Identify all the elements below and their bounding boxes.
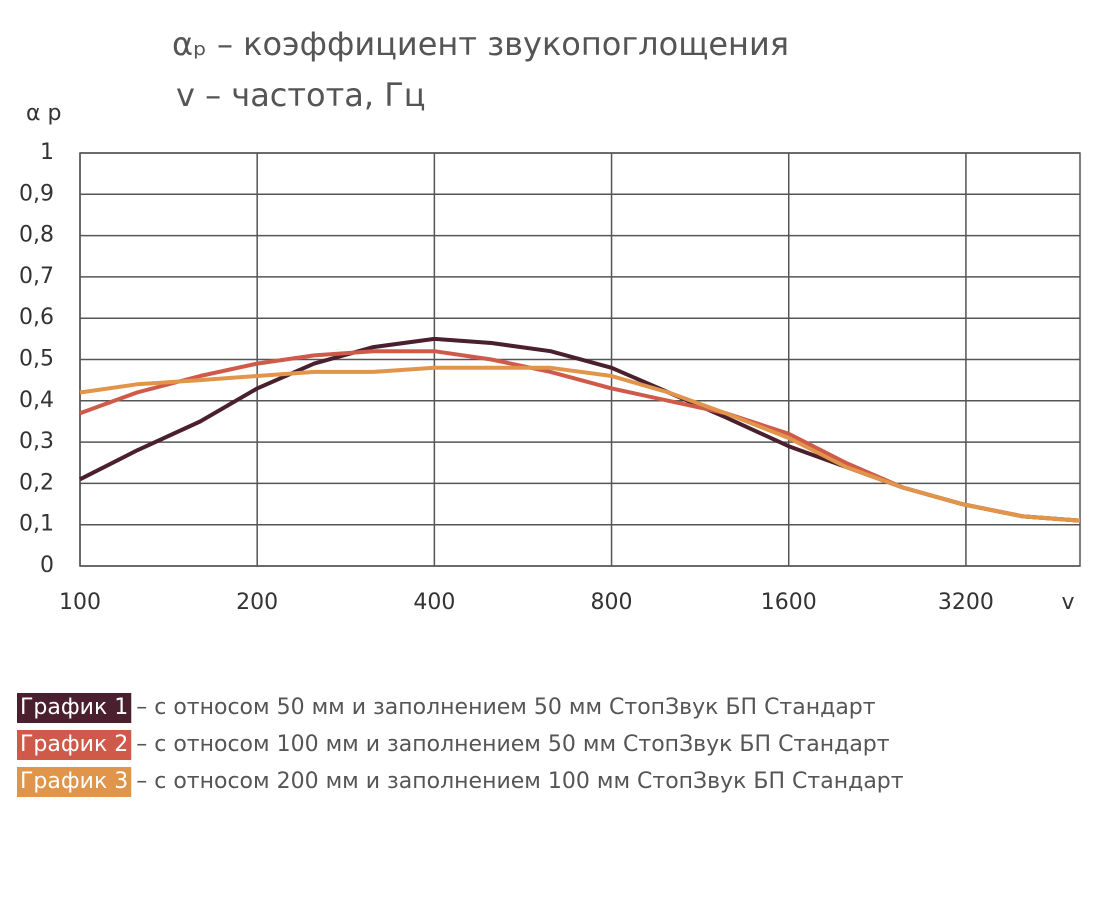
- legend-swatch: [17, 693, 132, 723]
- x-tick-label: 200: [236, 590, 278, 615]
- x-tick-label: 100: [59, 590, 101, 615]
- legend-description: – с относом 50 мм и заполнением 50 мм Ст…: [136, 695, 876, 720]
- legend-name: График 2: [20, 732, 128, 757]
- x-tick-label: 800: [591, 590, 633, 615]
- x-tick-label: 1600: [761, 590, 817, 615]
- line-series: [79, 365, 1081, 523]
- y-tick-label: 0,5: [19, 347, 54, 372]
- y-tick-label: 0,3: [19, 429, 54, 454]
- x-axis-label: v: [1061, 590, 1074, 615]
- y-tick-label: 0,6: [19, 305, 54, 330]
- title-line: αₚ – коэффициент звукопоглощения: [172, 25, 789, 63]
- legend-description: – с относом 200 мм и заполнением 100 мм …: [136, 769, 904, 794]
- y-axis-label: α p: [26, 101, 61, 126]
- y-tick-label: 0,8: [19, 223, 54, 248]
- y-tick-label: 0,2: [19, 470, 54, 495]
- y-tick-label: 0,7: [19, 264, 54, 289]
- legend-swatch: [17, 730, 132, 760]
- y-tick-label: 0,9: [19, 181, 54, 206]
- legend-description: – с относом 100 мм и заполнением 50 мм С…: [136, 732, 890, 757]
- legend-name: График 1: [20, 695, 128, 720]
- y-tick-label: 0: [40, 553, 54, 578]
- legend-name: График 3: [20, 769, 128, 794]
- y-tick-label: 1: [40, 140, 54, 165]
- y-tick-label: 0,4: [19, 388, 54, 413]
- x-tick-label: 400: [413, 590, 455, 615]
- title-line: v – частота, Гц: [176, 76, 426, 114]
- x-tick-label: 3200: [938, 590, 994, 615]
- legend-swatch: [17, 767, 132, 797]
- y-tick-label: 0,1: [19, 512, 54, 537]
